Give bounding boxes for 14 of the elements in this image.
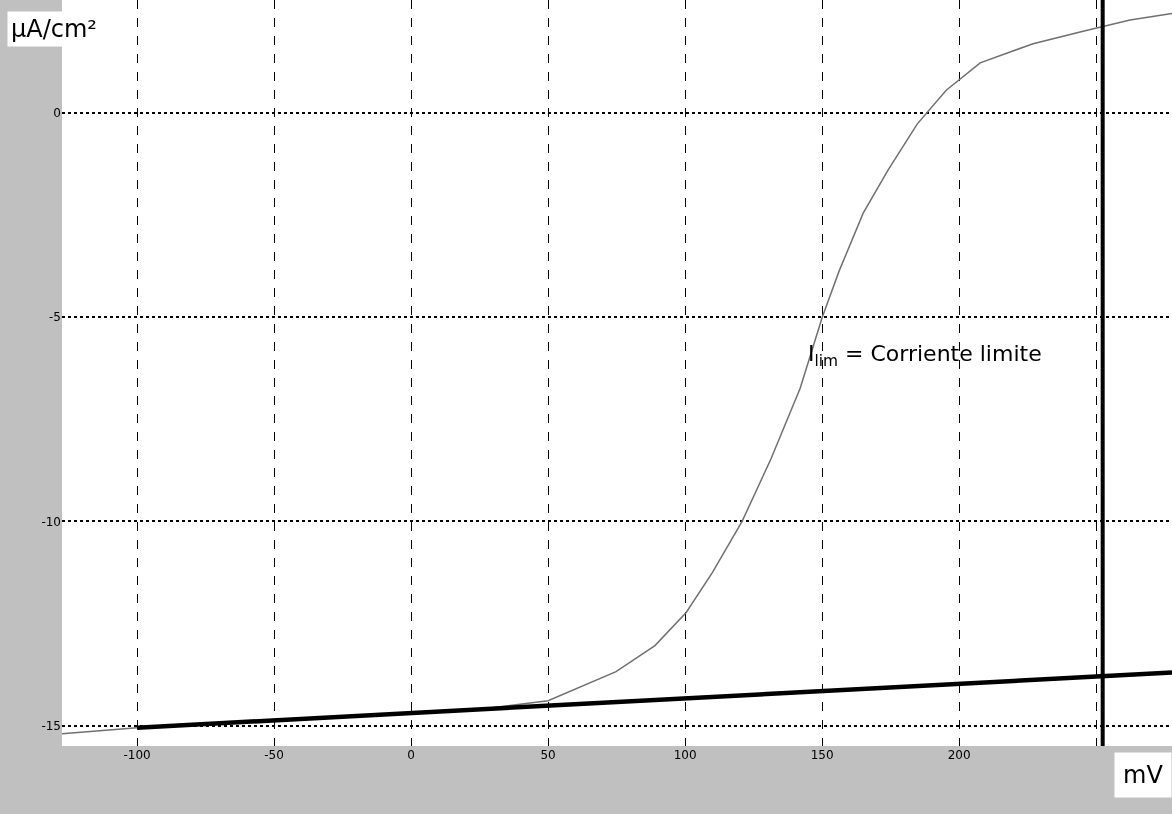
x-tick-label: 150 <box>810 748 834 762</box>
x-tick-label: 50 <box>540 748 556 762</box>
y-axis-title: μA/cm² <box>11 15 97 43</box>
y-tick-label: -10 <box>41 514 61 529</box>
x-tick-label: 100 <box>673 748 697 762</box>
y-tick-label: -5 <box>49 310 61 325</box>
x-axis-title: mV <box>1123 761 1164 789</box>
x-tick-label: 0 <box>407 748 415 762</box>
annotation: I$_{lim}$ = Corriente limite <box>808 341 1042 370</box>
x-tick-label: -50 <box>264 748 284 762</box>
y-tick-label: 0 <box>53 106 61 121</box>
x-tick-label: -100 <box>123 748 151 762</box>
x-tick-label: 200 <box>947 748 971 762</box>
y-tick-label: -15 <box>41 718 61 733</box>
